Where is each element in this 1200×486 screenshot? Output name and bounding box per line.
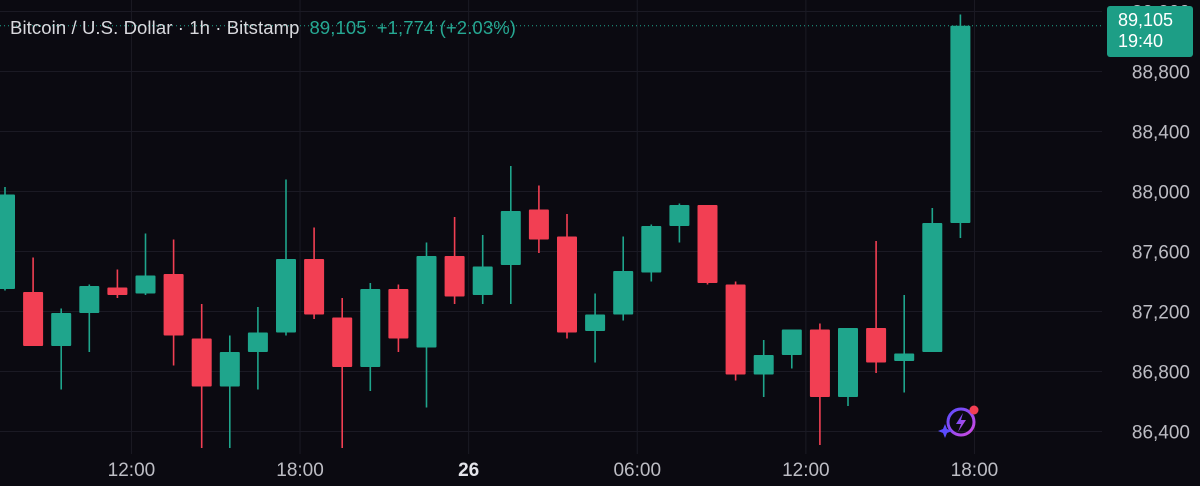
candle[interactable] bbox=[247, 307, 268, 390]
time-tick-label: 12:00 bbox=[108, 460, 156, 481]
candle-body bbox=[51, 313, 72, 346]
price-tick-label: 87,200 bbox=[1132, 303, 1190, 324]
candle-body bbox=[613, 271, 634, 315]
time-tick-label: 06:00 bbox=[613, 460, 661, 481]
candle-body bbox=[332, 317, 353, 367]
candle[interactable] bbox=[585, 293, 606, 363]
candle[interactable] bbox=[753, 340, 774, 397]
time-tick-label: 26 bbox=[458, 460, 479, 481]
candle[interactable] bbox=[697, 205, 718, 285]
candle[interactable] bbox=[107, 269, 128, 299]
candle[interactable] bbox=[641, 224, 662, 282]
last-price-tag: 89,105 19:40 bbox=[1107, 6, 1193, 57]
candle[interactable] bbox=[922, 208, 943, 352]
candle-body bbox=[0, 194, 15, 289]
candle-body bbox=[753, 355, 774, 375]
candle-body bbox=[23, 292, 44, 346]
candle[interactable] bbox=[0, 187, 15, 291]
candle-body bbox=[697, 205, 718, 283]
candle[interactable] bbox=[23, 257, 44, 347]
price-tick-label: 86,400 bbox=[1132, 423, 1190, 444]
candle[interactable] bbox=[191, 304, 212, 448]
candle[interactable] bbox=[304, 227, 325, 320]
candle-body bbox=[107, 287, 128, 295]
candle[interactable] bbox=[276, 179, 296, 336]
candle[interactable] bbox=[781, 329, 802, 369]
grid-lines bbox=[0, 0, 1102, 454]
candle[interactable] bbox=[500, 166, 521, 304]
price-tick-label: 88,000 bbox=[1132, 183, 1190, 204]
price-change: +1,774 (+2.03%) bbox=[376, 17, 517, 38]
candle[interactable] bbox=[472, 235, 493, 304]
candle[interactable] bbox=[79, 284, 100, 353]
candle[interactable] bbox=[388, 284, 409, 353]
candle-body bbox=[781, 329, 802, 355]
candle[interactable] bbox=[332, 298, 353, 448]
candle[interactable] bbox=[809, 323, 830, 446]
candle[interactable] bbox=[894, 295, 915, 393]
candle-body bbox=[444, 256, 465, 297]
candle-body bbox=[79, 286, 100, 313]
candle[interactable] bbox=[557, 214, 577, 339]
candle[interactable] bbox=[613, 236, 634, 321]
bar-countdown-time: 19:40 bbox=[1118, 31, 1164, 51]
candles bbox=[0, 14, 971, 449]
candle[interactable] bbox=[219, 335, 240, 449]
candle-body bbox=[641, 226, 662, 273]
symbol-title[interactable]: Bitcoin / U.S. Dollar · 1h · Bitstamp bbox=[10, 17, 300, 38]
price-tick-label: 88,400 bbox=[1132, 123, 1190, 144]
time-tick-label: 12:00 bbox=[782, 460, 830, 481]
candle[interactable] bbox=[51, 308, 72, 390]
candle-body bbox=[809, 329, 830, 397]
candle-body bbox=[500, 211, 521, 265]
time-tick-label: 18:00 bbox=[951, 460, 999, 481]
candle-body bbox=[135, 275, 156, 294]
candle-body bbox=[191, 338, 212, 387]
candle[interactable] bbox=[360, 283, 381, 391]
candle-body bbox=[276, 259, 296, 333]
candle-body bbox=[838, 328, 858, 397]
symbol-header[interactable]: Bitcoin / U.S. Dollar · 1h · Bitstamp 89,… bbox=[10, 17, 516, 39]
candle-body bbox=[725, 284, 746, 375]
candle-body bbox=[557, 236, 577, 333]
price-tick-label: 86,800 bbox=[1132, 363, 1190, 384]
candle-body bbox=[416, 256, 437, 348]
candle-body bbox=[360, 289, 381, 367]
candle-body bbox=[528, 209, 549, 240]
price-tick-label: 88,800 bbox=[1132, 63, 1190, 84]
candle-body bbox=[388, 289, 409, 339]
candle[interactable] bbox=[135, 233, 156, 296]
candle-body bbox=[219, 352, 240, 387]
last-price-value: 89,105 bbox=[309, 17, 367, 38]
candle-body bbox=[866, 328, 887, 363]
price-axis[interactable]: 86,400 86,800 87,200 87,600 88,000 88,400 88,8… bbox=[1132, 3, 1190, 444]
time-axis[interactable]: 12:00 18:00 26 06:00 12:00 18:00 bbox=[108, 460, 999, 481]
candle-body bbox=[247, 332, 268, 352]
candle[interactable] bbox=[866, 241, 887, 373]
candle[interactable] bbox=[163, 239, 184, 366]
candle[interactable] bbox=[950, 14, 971, 239]
candle-body bbox=[472, 266, 493, 295]
candle[interactable] bbox=[444, 217, 465, 304]
candle-body bbox=[163, 274, 184, 336]
candle[interactable] bbox=[838, 328, 858, 406]
candle-body bbox=[894, 353, 915, 361]
price-tick-label: 87,600 bbox=[1132, 243, 1190, 264]
last-price-tag-value: 89,105 bbox=[1118, 10, 1174, 30]
candle[interactable] bbox=[669, 203, 690, 243]
candle-body bbox=[304, 259, 325, 315]
time-tick-label: 18:00 bbox=[276, 460, 324, 481]
candle-body bbox=[950, 25, 971, 223]
candle-body bbox=[585, 314, 606, 331]
candle-body bbox=[669, 205, 690, 226]
candle[interactable] bbox=[528, 185, 549, 254]
lightning-logo-icon[interactable] bbox=[936, 404, 982, 444]
candle-body bbox=[922, 223, 943, 352]
candle[interactable] bbox=[416, 242, 437, 408]
candle[interactable] bbox=[725, 281, 746, 381]
